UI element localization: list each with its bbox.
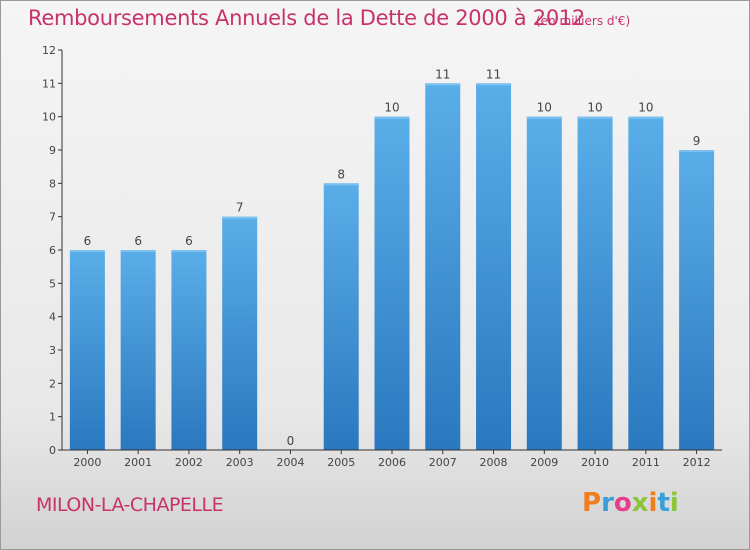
bar-2000 — [69, 250, 105, 450]
x-tick-label: 2009 — [530, 456, 558, 469]
proxiti-logo[interactable]: Proxiti — [582, 488, 679, 518]
x-tick-label: 2002 — [175, 456, 203, 469]
bar-cap — [69, 250, 105, 252]
data-label: 0 — [287, 434, 295, 448]
bar-cap — [577, 116, 613, 119]
bar-cap — [425, 83, 461, 86]
y-tick-label: 3 — [49, 344, 56, 357]
bar-2002 — [171, 250, 207, 450]
data-label: 10 — [537, 101, 552, 115]
y-tick-label: 8 — [49, 177, 56, 190]
bar-cap — [323, 183, 359, 186]
x-tick-label: 2012 — [683, 456, 711, 469]
logo-letter: o — [613, 488, 632, 518]
data-label: 11 — [486, 67, 501, 81]
data-label: 8 — [337, 167, 345, 181]
logo-letter: i — [648, 488, 658, 518]
data-label: 6 — [185, 234, 193, 248]
bar-cap — [526, 116, 562, 119]
y-tick-label: 11 — [42, 77, 56, 90]
x-tick-label: 2007 — [429, 456, 457, 469]
bar-2012 — [679, 150, 715, 450]
data-label: 6 — [134, 234, 142, 248]
commune-name: MILON-LA-CHAPELLE — [36, 494, 224, 516]
logo-letter: x — [631, 488, 649, 518]
x-tick-label: 2001 — [124, 456, 152, 469]
y-tick-label: 2 — [49, 377, 56, 390]
y-tick-label: 0 — [49, 444, 56, 457]
y-tick-label: 6 — [49, 244, 56, 257]
y-tick-label: 1 — [49, 411, 56, 424]
logo-letter: r — [601, 488, 614, 518]
bar-2009 — [526, 116, 562, 451]
x-tick-label: 2006 — [378, 456, 406, 469]
chart-unit: (en milliers d'€) — [536, 14, 631, 28]
x-tick-label: 2011 — [632, 456, 660, 469]
bar-2008 — [476, 83, 512, 450]
x-tick-label: 2000 — [73, 456, 101, 469]
logo-letter: P — [582, 488, 602, 518]
bar-2003 — [222, 216, 258, 450]
data-label: 10 — [638, 101, 653, 115]
x-tick-label: 2008 — [480, 456, 508, 469]
x-tick-label: 2005 — [327, 456, 355, 469]
logo-letter: t — [657, 488, 670, 518]
bar-2010 — [577, 116, 613, 451]
data-label: 7 — [236, 201, 244, 215]
logo-letter: i — [669, 488, 679, 518]
data-label: 9 — [693, 134, 701, 148]
bar-2001 — [120, 250, 156, 450]
data-label: 11 — [435, 67, 450, 81]
bar-2005 — [323, 183, 359, 451]
data-label: 6 — [84, 234, 92, 248]
bar-2006 — [374, 116, 410, 451]
bar-2007 — [425, 83, 461, 450]
y-tick-label: 7 — [49, 211, 56, 224]
y-tick-label: 4 — [49, 311, 56, 324]
y-tick-label: 9 — [49, 144, 56, 157]
y-tick-label: 5 — [49, 277, 56, 290]
y-tick-label: 10 — [42, 111, 56, 124]
bar-cap — [374, 116, 410, 119]
chart-title: Remboursements Annuels de la Dette de 20… — [28, 6, 585, 30]
x-tick-label: 2010 — [581, 456, 609, 469]
x-tick-label: 2003 — [226, 456, 254, 469]
bar-cap — [679, 150, 715, 152]
bar-cap — [120, 250, 156, 252]
bar-cap — [222, 216, 258, 219]
data-label: 10 — [587, 101, 602, 115]
data-label: 10 — [384, 101, 399, 115]
bar-cap — [476, 83, 512, 86]
bar-cap — [628, 116, 664, 119]
x-tick-label: 2004 — [276, 456, 304, 469]
bar-2011 — [628, 116, 664, 451]
bar-cap — [171, 250, 207, 252]
y-tick-label: 12 — [42, 44, 56, 57]
